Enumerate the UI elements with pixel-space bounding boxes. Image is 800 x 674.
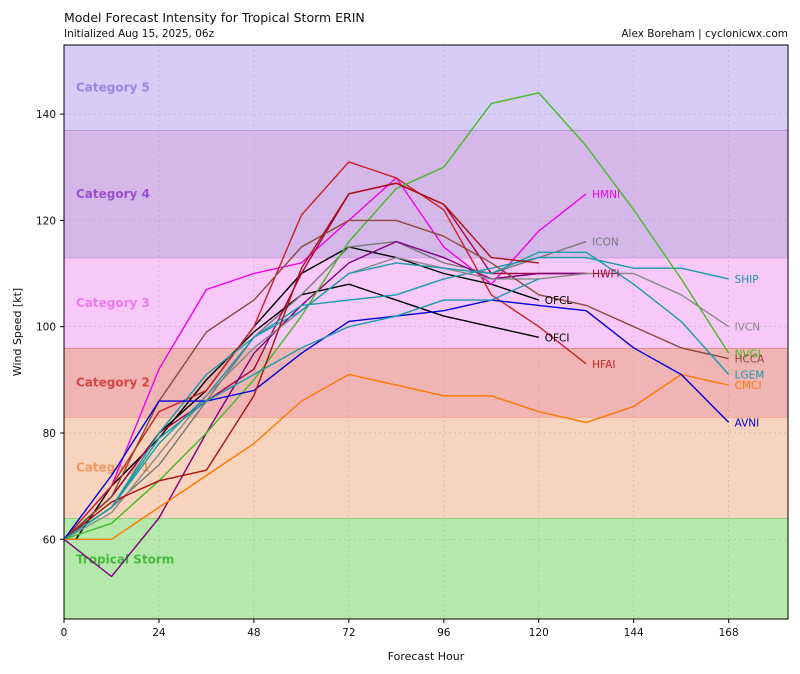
chart-subtitle: Initialized Aug 15, 2025, 06z (64, 28, 215, 40)
category-band (64, 417, 788, 519)
y-tick-label: 140 (36, 109, 56, 121)
x-tick-label: 48 (247, 627, 260, 639)
category-label: Category 2 (76, 375, 150, 389)
series-line (63, 240, 587, 540)
x-tick-label: 96 (437, 627, 451, 639)
y-tick-label: 120 (36, 215, 56, 227)
x-tick-label: 120 (529, 627, 549, 639)
series-line (63, 161, 587, 540)
series-label: OFCI (545, 332, 570, 344)
plot-frame (63, 44, 789, 620)
category-band (64, 518, 788, 619)
series-line (64, 283, 539, 540)
x-tick-label: 144 (624, 627, 644, 639)
category-band (64, 130, 788, 258)
x-tick-label: 168 (719, 627, 739, 639)
y-tick-label: 60 (43, 534, 56, 546)
y-tick-label: 80 (43, 428, 56, 440)
series-label: IVCN (735, 322, 760, 334)
x-tick-label: 24 (152, 627, 166, 639)
series-line (63, 278, 540, 540)
series-label: SHIP (735, 274, 759, 286)
series-label: AVNI (735, 417, 760, 429)
category-band (64, 257, 788, 348)
x-tick-label: 0 (61, 627, 68, 639)
category-label: Category 3 (76, 296, 150, 310)
series-line (63, 219, 729, 540)
y-axis-label: Wind Speed [kt] (11, 288, 24, 376)
chart-title: Model Forecast Intensity for Tropical St… (64, 10, 365, 25)
chart-credit: Alex Boreham | cyclonicwx.com (621, 28, 788, 40)
x-tick-label: 72 (342, 627, 355, 639)
series-label: OFCL (545, 295, 573, 307)
series-label: HMNI (592, 189, 620, 201)
series-label: HWFI (592, 269, 619, 281)
series-line (63, 251, 730, 540)
series-line (63, 92, 730, 540)
series-line (63, 182, 539, 540)
category-band (64, 45, 788, 131)
series-label: ICON (592, 237, 619, 249)
series-label: CMCI (735, 380, 762, 392)
series-line (63, 240, 587, 578)
category-label: Category 4 (76, 187, 150, 201)
series-label: HFAI (592, 359, 615, 371)
series-label: NVGI (735, 348, 761, 360)
x-axis-label: Forecast Hour (388, 650, 465, 663)
series-line (63, 177, 587, 540)
series-line (63, 256, 729, 540)
category-label: Category 5 (76, 81, 150, 95)
y-tick-label: 100 (36, 322, 56, 334)
series-label: LGEM (735, 370, 765, 382)
series-line (64, 373, 729, 540)
series-label: HCCA (735, 354, 766, 366)
